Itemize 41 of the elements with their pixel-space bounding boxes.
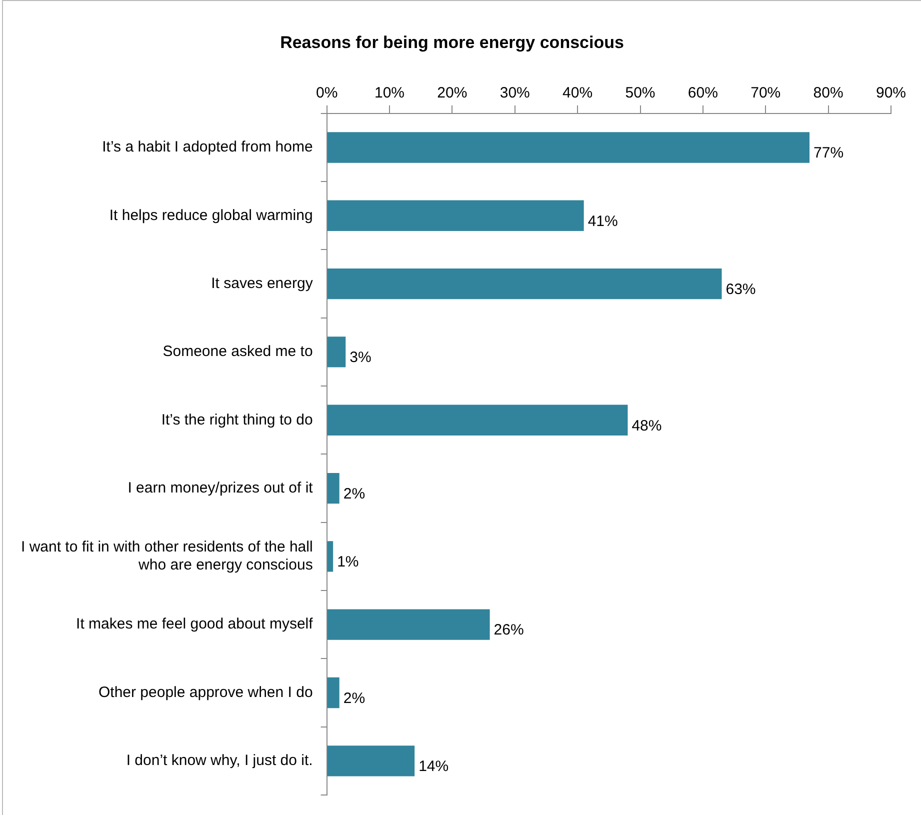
x-tick-label: 20% [437, 84, 468, 102]
x-tick-label: 0% [316, 84, 338, 102]
bar [327, 404, 628, 436]
data-label: 63% [726, 280, 756, 298]
data-label: 26% [494, 622, 524, 639]
y-tick-label: It makes me feel good about myself [76, 616, 314, 633]
x-tick-label: 30% [500, 84, 530, 102]
bar [327, 336, 346, 368]
x-tick-label: 90% [876, 84, 906, 102]
bar [327, 541, 334, 572]
data-label: 41% [588, 212, 618, 230]
y-tick-label: I earn money/prizes out of it [128, 479, 314, 496]
x-tick-label: 50% [625, 84, 656, 102]
y-tick-label: It helps reduce global warming [109, 206, 313, 224]
bar [327, 746, 415, 776]
x-tick-label: 70% [750, 84, 781, 102]
bar [327, 472, 340, 504]
x-tick-label: 60% [688, 84, 718, 102]
data-label: 48% [632, 417, 662, 434]
data-label: 2% [343, 690, 366, 707]
data-label: 77% [814, 144, 844, 162]
y-tick-label: Someone asked me to [162, 343, 313, 360]
bar [327, 200, 584, 231]
bar [327, 609, 490, 640]
bar [327, 268, 722, 300]
bar [327, 677, 340, 708]
y-tick-label: It saves energy [211, 274, 314, 292]
x-tick-label: 80% [813, 84, 844, 102]
data-label: 14% [418, 758, 449, 776]
bar [327, 132, 810, 163]
y-tick-label: It’s a habit I adopted from home [102, 138, 313, 156]
x-tick-label: 10% [374, 84, 405, 102]
y-tick-label: I don’t know why, I just do it. [126, 752, 313, 770]
y-tick-label: Other people approve when I do [98, 684, 313, 701]
x-tick-label: 40% [562, 84, 593, 102]
chart-title: Reasons for being more energy conscious [280, 32, 624, 52]
y-tick-label: It’s the right thing to do [161, 411, 313, 428]
y-tick-label: I want to fit in with other residents of the hall who are energy conscious [20, 538, 313, 574]
data-label: 3% [350, 349, 372, 366]
data-label: 1% [337, 554, 359, 571]
data-label: 2% [343, 485, 366, 502]
